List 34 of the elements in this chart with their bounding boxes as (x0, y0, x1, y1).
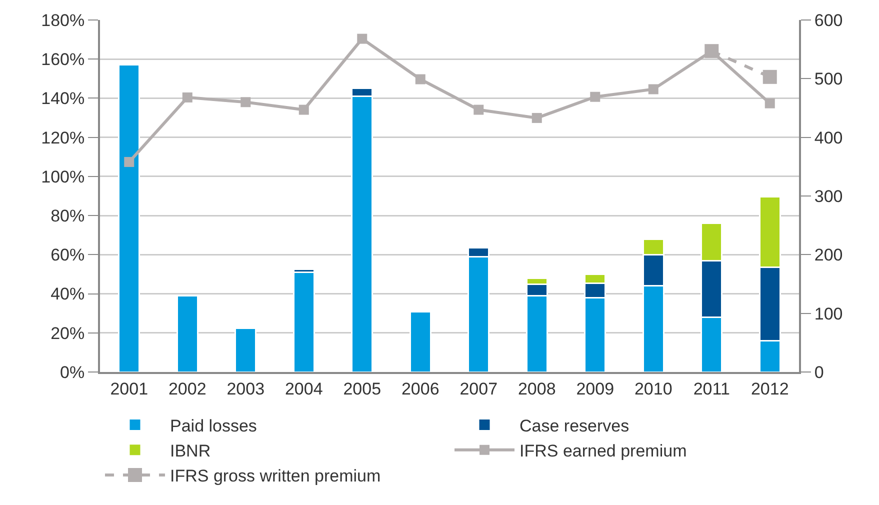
x-tick-label: 2008 (518, 379, 556, 398)
y2-tick-label: 200 (814, 246, 843, 265)
x-tick-label: 2010 (634, 379, 672, 398)
y-tick-label: 140% (41, 89, 85, 108)
y2-tick-label: 100 (814, 304, 843, 324)
y2-tick-label: 500 (814, 70, 843, 89)
x-tick-label: 2006 (401, 379, 440, 398)
y-tick-label: 160% (41, 50, 85, 70)
y2-tick-label: 300 (814, 186, 843, 206)
x-tick-label: 2002 (168, 379, 206, 398)
legend-label: Case reserves (520, 416, 630, 436)
legend-label: IFRS earned premium (520, 441, 687, 460)
y-tick-label: 40% (50, 284, 85, 304)
y-tick-label: 0% (60, 362, 85, 382)
x-tick-label: 2005 (343, 379, 382, 398)
y2-tick-label: 0 (814, 362, 824, 382)
y-tick-label: 80% (50, 206, 85, 226)
x-tick-label: 2009 (576, 379, 614, 398)
legend-label: Paid losses (170, 416, 257, 436)
y-tick-label: 120% (41, 128, 85, 148)
x-tick-label: 2001 (110, 379, 148, 398)
y2-tick-label: 400 (814, 128, 843, 148)
legend-label: IBNR (170, 441, 211, 460)
y2-tick-label: 600 (814, 10, 843, 30)
x-tick-label: 2003 (226, 379, 265, 398)
legend-label: IFRS gross written premium (170, 466, 381, 486)
y-tick-label: 100% (41, 167, 85, 186)
x-tick-label: 2007 (460, 379, 498, 398)
y-tick-label: 180% (41, 10, 85, 30)
y-tick-label: 60% (50, 246, 85, 265)
x-tick-label: 2012 (750, 379, 789, 398)
y-tick-label: 20% (50, 324, 85, 343)
x-tick-label: 2004 (284, 379, 323, 398)
x-tick-label: 2011 (693, 379, 730, 398)
